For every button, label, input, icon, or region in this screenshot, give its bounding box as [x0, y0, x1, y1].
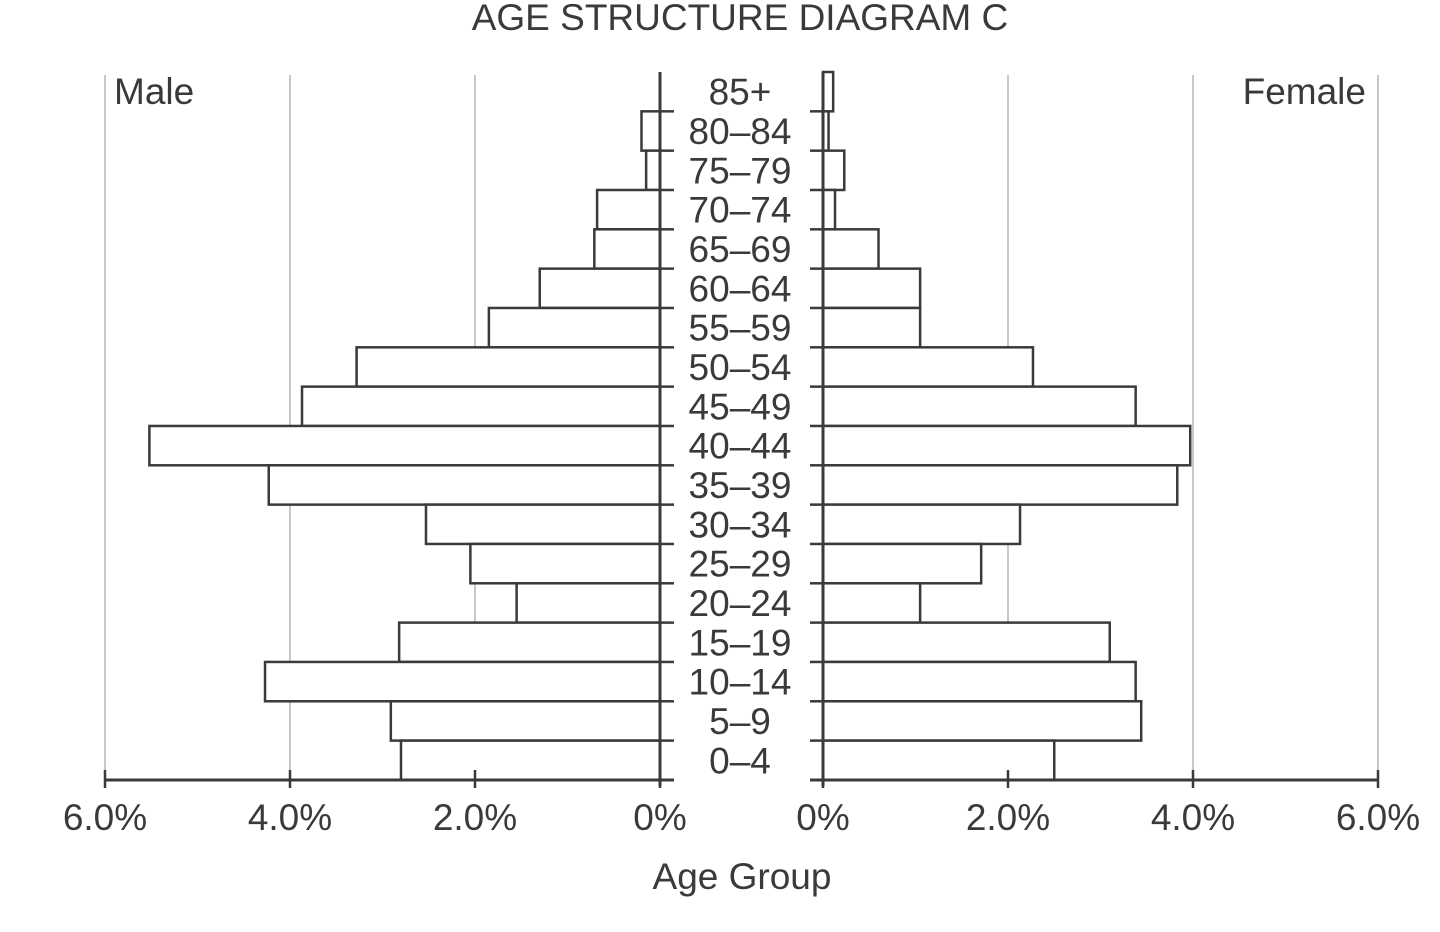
male-bar	[355, 346, 662, 388]
age-group-label: 20–24	[689, 583, 792, 624]
male-bar	[640, 110, 662, 152]
age-group-label: 40–44	[689, 426, 792, 467]
male-bar	[397, 621, 662, 664]
female-bar	[821, 660, 1137, 703]
age-group-label: 70–74	[689, 190, 792, 231]
chart-title: AGE STRUCTURE DIAGRAM C	[472, 0, 1009, 38]
age-group-label: 25–29	[689, 544, 792, 585]
female-bar	[821, 70, 835, 113]
male-bar	[263, 660, 662, 703]
x-tick-label-female: 0%	[796, 797, 849, 838]
age-group-label: 55–59	[689, 308, 792, 349]
female-bar	[821, 149, 846, 192]
female-label: Female	[1243, 71, 1366, 112]
x-tick-label-male: 0%	[633, 797, 686, 838]
male-label: Male	[114, 71, 194, 112]
x-tick-label-male: 2.0%	[433, 797, 517, 838]
female-bar	[821, 228, 880, 270]
x-tick-label-male: 4.0%	[248, 797, 332, 838]
age-group-label: 85+	[709, 72, 772, 113]
male-bar	[595, 188, 662, 231]
male-bar	[515, 582, 662, 624]
age-group-label: 45–49	[689, 386, 792, 427]
age-group-label: 10–14	[689, 662, 792, 703]
age-group-label: 60–64	[689, 268, 792, 309]
axes: 6.0% 4.0% 2.0% 0% 0% 2.0% 4.0% 6.0%	[63, 72, 1420, 838]
x-tick-label-female: 2.0%	[966, 797, 1050, 838]
male-bar	[399, 739, 662, 782]
female-bar	[821, 700, 1143, 742]
female-bar	[821, 306, 922, 349]
female-bar	[821, 188, 837, 231]
female-bar	[821, 739, 1056, 782]
age-group-label: 30–34	[689, 504, 792, 545]
male-bars	[148, 110, 662, 782]
male-bar	[487, 306, 662, 349]
x-axis-title: Age Group	[653, 856, 832, 897]
female-bar	[821, 621, 1111, 664]
age-group-label: 5–9	[709, 701, 771, 742]
female-bar	[821, 424, 1192, 467]
male-bar	[389, 700, 662, 742]
female-bar	[821, 385, 1137, 428]
female-bar	[821, 267, 922, 310]
age-group-labels: 85+80–8475–7970–7465–6960–6455–5950–5445…	[689, 72, 792, 782]
age-group-label: 75–79	[689, 150, 792, 191]
x-tick-label-female: 4.0%	[1151, 797, 1235, 838]
x-tick-label-male: 6.0%	[63, 797, 147, 838]
male-bar	[267, 464, 662, 506]
female-bar	[821, 542, 983, 585]
male-bar	[469, 542, 662, 585]
female-bar	[821, 503, 1022, 546]
female-bar	[821, 464, 1179, 506]
age-group-label: 0–4	[709, 740, 771, 781]
age-group-label: 50–54	[689, 347, 792, 388]
age-group-label: 35–39	[689, 465, 792, 506]
male-bar	[644, 149, 662, 192]
female-bar	[821, 582, 922, 624]
male-bar	[424, 503, 662, 546]
female-bars	[821, 70, 1192, 782]
x-tick-label-female: 6.0%	[1336, 797, 1420, 838]
male-bar	[300, 385, 662, 428]
male-bar	[538, 267, 662, 310]
age-group-label: 65–69	[689, 229, 792, 270]
male-bar	[148, 424, 662, 467]
male-bar	[593, 228, 662, 270]
age-group-label: 15–19	[689, 622, 792, 663]
female-bar	[821, 346, 1035, 388]
age-group-label: 80–84	[689, 111, 792, 152]
